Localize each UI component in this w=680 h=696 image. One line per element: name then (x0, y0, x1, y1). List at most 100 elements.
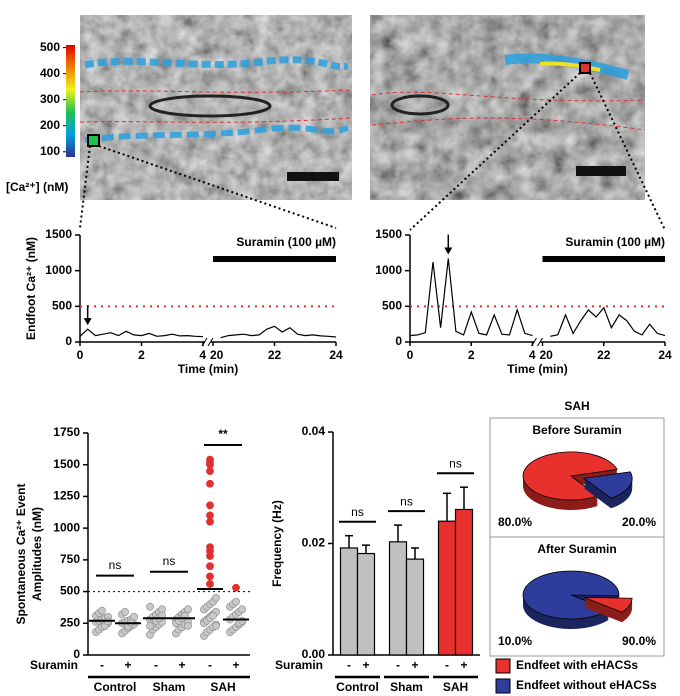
data-point (206, 562, 214, 571)
significance-label: ns (400, 494, 413, 508)
y-tick-label: 1000 (375, 263, 402, 277)
x-axis-title: Time (min) (178, 362, 238, 376)
sign-label: - (208, 658, 212, 672)
suramin-label: Suramin (100 µM) (565, 235, 665, 249)
group-label: Control (336, 680, 379, 694)
axis-break (207, 337, 214, 347)
y-tick-label: 1000 (53, 520, 80, 534)
data-point (232, 583, 240, 592)
data-point (121, 607, 129, 616)
x-tick-label: 0 (407, 348, 414, 362)
x-tick-label: 0 (77, 348, 84, 362)
data-point (209, 611, 217, 620)
x-tick-label: 24 (658, 348, 672, 362)
bar (356, 552, 376, 656)
legend-swatch (495, 678, 511, 694)
data-point (184, 605, 192, 614)
bar (454, 508, 474, 656)
legend-label: Endfeet without eHACSs (516, 678, 657, 692)
pie-value-label: 80.0% (498, 515, 532, 529)
x-tick-label: 2 (468, 348, 475, 362)
sign-label: - (154, 658, 158, 672)
x-tick-label: 22 (597, 348, 611, 362)
data-point (232, 597, 240, 606)
y-tick-label: 250 (60, 615, 80, 629)
control-image (79, 15, 353, 200)
data-point (212, 594, 220, 602)
data-point (238, 616, 246, 625)
pie-slice (584, 597, 633, 613)
significance-label: ns (109, 558, 122, 572)
y-tick-label: 0 (73, 647, 80, 661)
significance-label: ** (218, 427, 228, 441)
pie-slice (583, 471, 633, 499)
sah-image (370, 15, 646, 200)
data-point (206, 455, 214, 464)
data-point (206, 479, 214, 488)
colorbar (66, 45, 75, 157)
x-tick-label: 4 (529, 348, 536, 362)
group-label: Control (94, 680, 137, 694)
y-tick-label: 0.04 (302, 424, 326, 438)
x-tick-label: 24 (329, 348, 343, 362)
y-tick-label: 0 (65, 334, 72, 348)
x-axis-title: Suramin (275, 658, 323, 672)
pie-value-label: 20.0% (622, 515, 656, 529)
group-label: SAH (210, 680, 235, 694)
y-tick-label: 500 (52, 299, 72, 313)
axis-break (537, 337, 543, 347)
pie-title: After Suramin (537, 542, 616, 556)
sign-label: + (411, 658, 418, 672)
y-tick-label: 1250 (53, 489, 80, 503)
sign-label: - (396, 658, 400, 672)
y-tick-label: 0 (395, 334, 402, 348)
sign-label: + (362, 658, 369, 672)
data-point (206, 511, 214, 520)
trace (79, 325, 337, 339)
arrow-head (83, 318, 92, 326)
colorbar-tick-label: 300 (40, 92, 60, 106)
bar (437, 520, 457, 656)
suramin-label: Suramin (100 µM) (236, 235, 336, 249)
zoom-lines (79, 72, 666, 231)
pie-slice (522, 451, 618, 501)
sign-label: + (232, 658, 239, 672)
data-point (206, 572, 214, 581)
x-tick-label: 4 (199, 348, 206, 362)
legend-label: Endfeet with eHACSs (516, 658, 638, 672)
sign-label: + (178, 658, 185, 672)
x-tick-label: 20 (210, 348, 224, 362)
y-tick-label: 1500 (45, 227, 72, 241)
sign-label: - (347, 658, 351, 672)
y-tick-label: 500 (382, 299, 402, 313)
sign-label: - (445, 658, 449, 672)
suramin-bar (542, 256, 665, 262)
panel-title: SAH (564, 399, 589, 413)
x-tick-label: 20 (540, 348, 554, 362)
suramin-bar (213, 256, 336, 262)
sign-label: + (460, 658, 467, 672)
y-tick-label: 1500 (375, 227, 402, 241)
y-tick-label: 1750 (53, 425, 80, 439)
y-tick-label: 1000 (45, 263, 72, 277)
data-point (98, 606, 106, 615)
significance-label: ns (163, 554, 176, 568)
group-label: Sham (153, 680, 186, 694)
x-tick-label: 2 (138, 348, 145, 362)
pie-value-label: 90.0% (622, 634, 656, 648)
bar (388, 541, 408, 656)
data-point (238, 605, 246, 614)
bar (405, 558, 425, 656)
group-label: SAH (443, 680, 468, 694)
data-point (184, 621, 192, 630)
y-axis-title: Endfoot Ca²⁺ (nM) (24, 237, 38, 340)
significance-label: ns (449, 456, 462, 470)
colorbar-tick-label: 500 (40, 40, 60, 54)
y-tick-label: 500 (60, 584, 80, 598)
y-axis-title: Frequency (Hz) (270, 500, 284, 587)
y-axis-title: Spontaneous Ca²⁺ Event (14, 483, 28, 624)
sign-label: + (124, 658, 131, 672)
legend-swatch (495, 658, 511, 674)
colorbar-label: [Ca²⁺] (nM) (6, 180, 68, 194)
